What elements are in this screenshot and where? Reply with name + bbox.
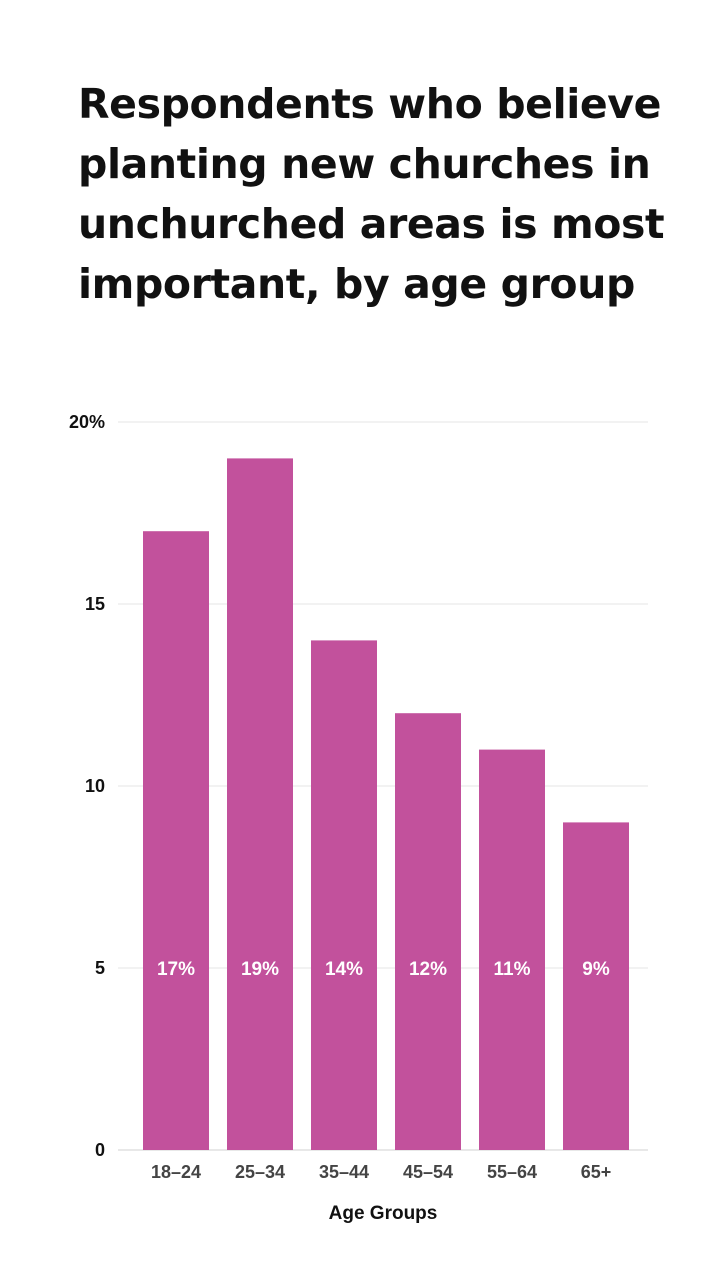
bar-value-label: 12%	[409, 959, 447, 980]
x-tick-label: 45–54	[403, 1162, 453, 1182]
data-labels: 17% 19% 14% 12% 11% 9%	[157, 959, 610, 980]
bar-value-label: 17%	[157, 959, 195, 980]
bar	[563, 822, 629, 1150]
bar	[227, 458, 293, 1150]
y-tick-label: 5	[95, 958, 105, 978]
x-axis-title: Age Groups	[329, 1203, 438, 1224]
bar-value-label: 11%	[494, 959, 531, 980]
x-tick-label: 18–24	[151, 1162, 201, 1182]
bars	[143, 458, 629, 1150]
y-tick-label: 20%	[69, 412, 105, 432]
bar	[479, 749, 545, 1150]
bar	[395, 713, 461, 1150]
y-tick-label: 0	[95, 1140, 105, 1160]
bar	[143, 531, 209, 1150]
x-tick-label: 25–34	[235, 1162, 285, 1182]
y-tick-label: 10	[85, 776, 105, 796]
y-tick-label: 15	[85, 594, 105, 614]
x-tick-label: 65+	[581, 1162, 612, 1182]
x-tick-label: 55–64	[487, 1162, 537, 1182]
bar-value-label: 9%	[582, 959, 610, 980]
x-axis-ticks: 18–24 25–34 35–44 45–54 55–64 65+	[151, 1162, 611, 1182]
chart-title: Respondents who believe planting new chu…	[78, 80, 665, 308]
bar-value-label: 19%	[241, 959, 279, 980]
y-axis-ticks: 0 5 10 15 20%	[69, 412, 105, 1160]
bar-value-label: 14%	[325, 959, 363, 980]
x-tick-label: 35–44	[319, 1162, 369, 1182]
bar	[311, 640, 377, 1150]
